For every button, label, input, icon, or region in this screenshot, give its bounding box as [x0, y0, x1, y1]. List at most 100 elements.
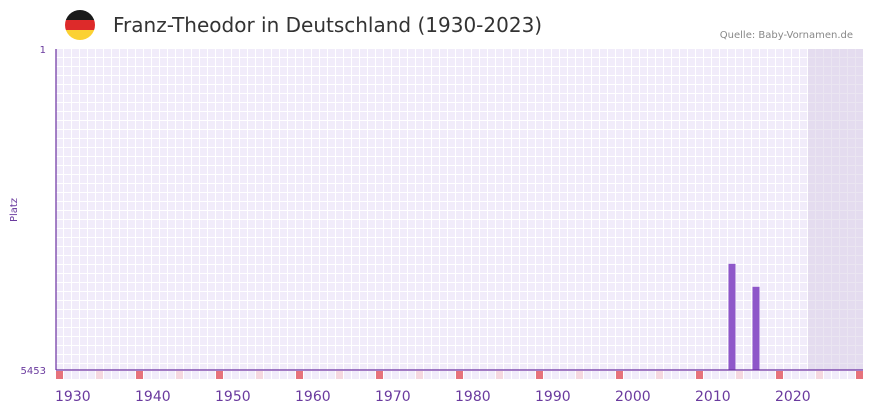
year-marker-1965 — [336, 371, 343, 379]
year-marker-1972 — [392, 371, 399, 379]
year-marker-1973 — [400, 371, 407, 379]
germany-flag-icon — [65, 10, 95, 40]
x-tick-2010: 2010 — [695, 389, 731, 405]
year-marker-2029 — [848, 371, 855, 379]
year-marker-1955 — [256, 371, 263, 379]
year-marker-2003 — [640, 371, 647, 379]
year-marker-2001 — [624, 371, 631, 379]
year-marker-2000 — [616, 371, 623, 379]
year-marker-2027 — [832, 371, 839, 379]
x-tick-1980: 1980 — [455, 389, 491, 405]
year-marker-1970 — [376, 371, 383, 379]
year-marker-1934 — [88, 371, 95, 379]
year-marker-1949 — [208, 371, 215, 379]
x-tick-1940: 1940 — [135, 389, 171, 405]
year-marker-2019 — [768, 371, 775, 379]
year-marker-2006 — [664, 371, 671, 379]
year-marker-2022 — [792, 371, 799, 379]
year-marker-2020 — [776, 371, 783, 379]
year-marker-2015 — [736, 371, 743, 379]
y-tick-top: 1 — [40, 45, 46, 56]
year-marker-1978 — [440, 371, 447, 379]
year-marker-1939 — [128, 371, 135, 379]
flag-stripe-gold — [65, 30, 95, 40]
year-marker-1961 — [304, 371, 311, 379]
year-marker-1989 — [528, 371, 535, 379]
year-marker-1945 — [176, 371, 183, 379]
bar-2017 — [752, 286, 760, 370]
year-marker-2002 — [632, 371, 639, 379]
year-marker-1971 — [384, 371, 391, 379]
flag-stripe-red — [65, 20, 95, 30]
year-marker-1931 — [64, 371, 71, 379]
year-marker-1994 — [568, 371, 575, 379]
year-marker-1969 — [368, 371, 375, 379]
year-marker-1932 — [72, 371, 79, 379]
year-marker-1976 — [424, 371, 431, 379]
year-marker-2024 — [808, 371, 815, 379]
year-marker-1943 — [160, 371, 167, 379]
flag-stripe-black — [65, 10, 95, 20]
year-marker-1967 — [352, 371, 359, 379]
year-marker-1995 — [576, 371, 583, 379]
year-marker-2010 — [696, 371, 703, 379]
year-marker-2014 — [728, 371, 735, 379]
year-marker-1984 — [488, 371, 495, 379]
year-marker-2012 — [712, 371, 719, 379]
year-marker-1956 — [264, 371, 271, 379]
year-marker-1991 — [544, 371, 551, 379]
year-marker-1988 — [520, 371, 527, 379]
year-marker-2009 — [688, 371, 695, 379]
year-marker-1952 — [232, 371, 239, 379]
year-marker-1944 — [168, 371, 175, 379]
year-marker-1996 — [584, 371, 591, 379]
year-marker-1997 — [592, 371, 599, 379]
year-marker-1998 — [600, 371, 607, 379]
year-marker-1964 — [328, 371, 335, 379]
year-marker-1948 — [200, 371, 207, 379]
year-marker-2018 — [760, 371, 767, 379]
x-tick-2000: 2000 — [615, 389, 651, 405]
year-marker-1940 — [136, 371, 143, 379]
year-marker-1990 — [536, 371, 543, 379]
year-marker-1946 — [184, 371, 191, 379]
year-marker-1947 — [192, 371, 199, 379]
plot-grid — [56, 49, 863, 370]
year-marker-1979 — [448, 371, 455, 379]
year-marker-1935 — [96, 371, 103, 379]
year-marker-1941 — [144, 371, 151, 379]
year-marker-2026 — [824, 371, 831, 379]
year-marker-1938 — [120, 371, 127, 379]
year-marker-1983 — [480, 371, 487, 379]
year-marker-1981 — [464, 371, 471, 379]
x-tick-2020: 2020 — [775, 389, 811, 405]
year-marker-1974 — [408, 371, 415, 379]
year-marker-1942 — [152, 371, 159, 379]
source-label: Quelle: Baby-Vornamen.de — [719, 30, 853, 41]
year-marker-1975 — [416, 371, 423, 379]
x-tick-1990: 1990 — [535, 389, 571, 405]
year-marker-1963 — [320, 371, 327, 379]
year-marker-1937 — [112, 371, 119, 379]
x-tick-1950: 1950 — [215, 389, 251, 405]
year-marker-2005 — [656, 371, 663, 379]
y-axis-label: Platz — [9, 198, 20, 222]
year-marker-1954 — [248, 371, 255, 379]
year-marker-1950 — [216, 371, 223, 379]
future-shade — [808, 49, 863, 370]
chart-title: Franz-Theodor in Deutschland (1930-2023) — [113, 13, 543, 37]
year-marker-2008 — [680, 371, 687, 379]
year-marker-1930 — [56, 371, 63, 379]
year-marker-1960 — [296, 371, 303, 379]
x-tick-1960: 1960 — [295, 389, 331, 405]
year-marker-1977 — [432, 371, 439, 379]
year-marker-1993 — [560, 371, 567, 379]
year-marker-1992 — [552, 371, 559, 379]
year-marker-1953 — [240, 371, 247, 379]
year-marker-1985 — [496, 371, 503, 379]
x-tick-1930: 1930 — [55, 389, 91, 405]
x-tick-1970: 1970 — [375, 389, 411, 405]
year-marker-1987 — [512, 371, 519, 379]
year-marker-2007 — [672, 371, 679, 379]
